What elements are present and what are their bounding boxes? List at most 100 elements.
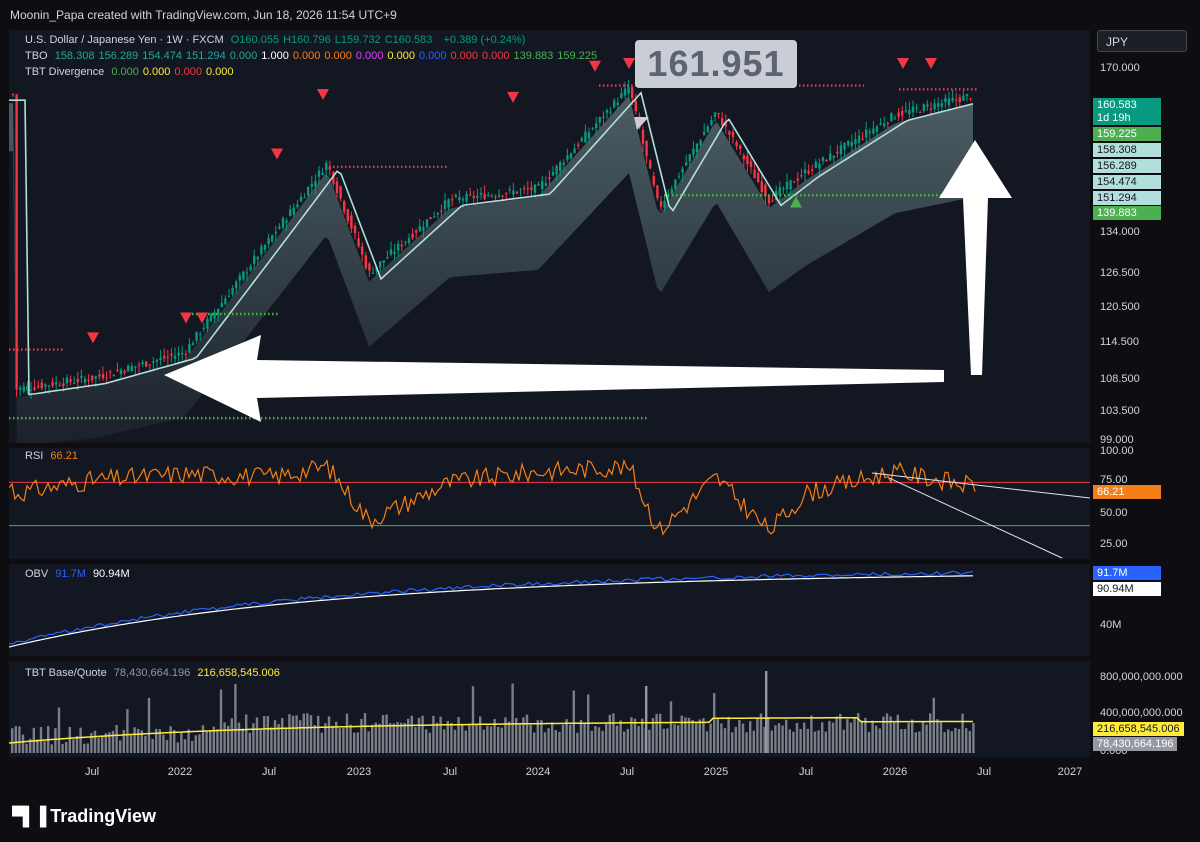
volume-bar — [756, 717, 759, 753]
candle-body — [541, 181, 544, 190]
candle-body — [65, 377, 69, 384]
volume-bar — [799, 729, 802, 753]
time-tick: 2027 — [1057, 766, 1083, 778]
candle-body — [605, 110, 609, 113]
tbo-value: 0.000 — [324, 50, 352, 62]
tbo-label: TBO — [25, 50, 48, 62]
candle-body — [663, 200, 666, 208]
volume-bar — [396, 722, 399, 753]
volume-bar — [619, 720, 622, 753]
volume-bar — [101, 736, 104, 753]
candle-body — [537, 183, 540, 186]
volume-bar — [965, 728, 968, 753]
candle-body — [890, 113, 893, 121]
candle-body — [220, 302, 223, 307]
candle-body — [249, 266, 252, 271]
candle-body — [202, 327, 205, 329]
candle-body — [454, 195, 457, 197]
volume-bar — [813, 731, 817, 753]
candle-body — [310, 183, 313, 187]
candle-body — [929, 108, 933, 110]
volume-bar — [511, 683, 514, 753]
volume-bar — [651, 718, 655, 753]
candle-body — [231, 288, 234, 295]
candle-body — [958, 97, 961, 102]
candle-body — [789, 180, 792, 190]
candle-body — [699, 140, 702, 146]
candle-body — [109, 371, 112, 373]
candle-body — [346, 209, 349, 221]
candle-body — [29, 389, 33, 391]
tradingview-logo-icon: ▀▌▐ — [12, 806, 46, 826]
candle-body — [857, 135, 861, 143]
volume-bar — [846, 719, 849, 753]
tbo-value: 0.000 — [418, 50, 447, 62]
volume-bar — [252, 723, 255, 753]
volume-bar — [313, 724, 316, 753]
sell-signal-marker — [897, 57, 909, 69]
sell-signal-marker — [589, 60, 601, 72]
candle-body — [555, 165, 558, 175]
volume-bar — [79, 727, 82, 753]
volume-bar — [104, 733, 107, 753]
candle-body — [742, 155, 745, 160]
candle-body — [591, 128, 594, 130]
volume-bar — [637, 726, 640, 753]
candle-body — [584, 131, 587, 143]
volume-bar — [680, 715, 683, 753]
volume-bar — [57, 707, 61, 753]
candle-body — [62, 383, 65, 387]
rsi-axis[interactable]: 100.00 75.00 50.00 25.00 — [1090, 445, 1200, 559]
rsi-chart-canvas[interactable] — [9, 448, 1090, 559]
price-axis[interactable]: JPY 170.000 134.000 126.500 120.500 114.… — [1090, 30, 1200, 446]
candle-body — [587, 132, 591, 139]
obv-panel[interactable]: OBV 91.7M 90.94M — [9, 564, 1090, 656]
volume-bar — [547, 728, 550, 753]
volume-bar — [612, 713, 615, 753]
candle-body — [15, 94, 18, 390]
volume-bar — [907, 723, 910, 753]
volume-bar — [147, 697, 151, 753]
sell-signal-marker — [180, 312, 192, 324]
volume-bar — [450, 722, 453, 753]
volume-bar — [356, 732, 359, 753]
tbo-value: 139.883 — [513, 50, 554, 62]
obv-value-tag: 91.7M — [1093, 566, 1161, 580]
volume-bar — [270, 727, 273, 753]
rsi-panel[interactable]: RSI 66.21 — [9, 448, 1090, 559]
volume-bar — [929, 713, 932, 753]
volume-bar — [583, 723, 586, 753]
obv-chart-canvas[interactable] — [9, 564, 1090, 656]
volume-bar — [608, 714, 611, 753]
currency-selector[interactable]: JPY — [1097, 30, 1187, 52]
symbol-title: U.S. Dollar / Japanese Yen · 1W · FXCM — [25, 34, 224, 46]
candle-body — [217, 308, 220, 316]
candle-body — [274, 232, 277, 234]
candle-body — [598, 117, 601, 123]
volume-bar — [788, 729, 791, 753]
candle-body — [379, 261, 382, 268]
volume-bar — [299, 720, 302, 753]
volume-bar — [536, 720, 539, 753]
candle-body — [123, 371, 126, 373]
price-panel[interactable]: U.S. Dollar / Japanese Yen · 1W · FXCM O… — [9, 30, 1090, 443]
volume-bar — [630, 717, 633, 753]
volume-bar — [360, 719, 363, 753]
volume-bar — [911, 719, 914, 753]
volume-bar — [785, 719, 788, 753]
tbo-line: TBO 158.308 156.289 154.474 151.294 0.000 1.0… — [25, 48, 605, 64]
volume-bar — [187, 729, 190, 753]
volume-bar — [615, 725, 619, 753]
volume-bar — [284, 728, 287, 753]
volume-panel[interactable]: TBT Base/Quote 78,430,664.196 216,658,54… — [9, 661, 1090, 757]
volume-chart-canvas[interactable] — [9, 661, 1090, 757]
candle-body — [569, 153, 573, 159]
candle-body — [951, 97, 954, 101]
volume-bar — [209, 730, 212, 753]
time-axis[interactable]: Jul 2022 Jul 2023 Jul 2024 Jul 2025 Jul 2026 Jul 20… — [9, 762, 1090, 782]
volume-bar — [594, 726, 597, 753]
price-chart-canvas[interactable] — [9, 30, 1090, 443]
volume-bar — [817, 730, 820, 753]
candle-body — [771, 200, 774, 202]
candle-body — [206, 318, 209, 329]
